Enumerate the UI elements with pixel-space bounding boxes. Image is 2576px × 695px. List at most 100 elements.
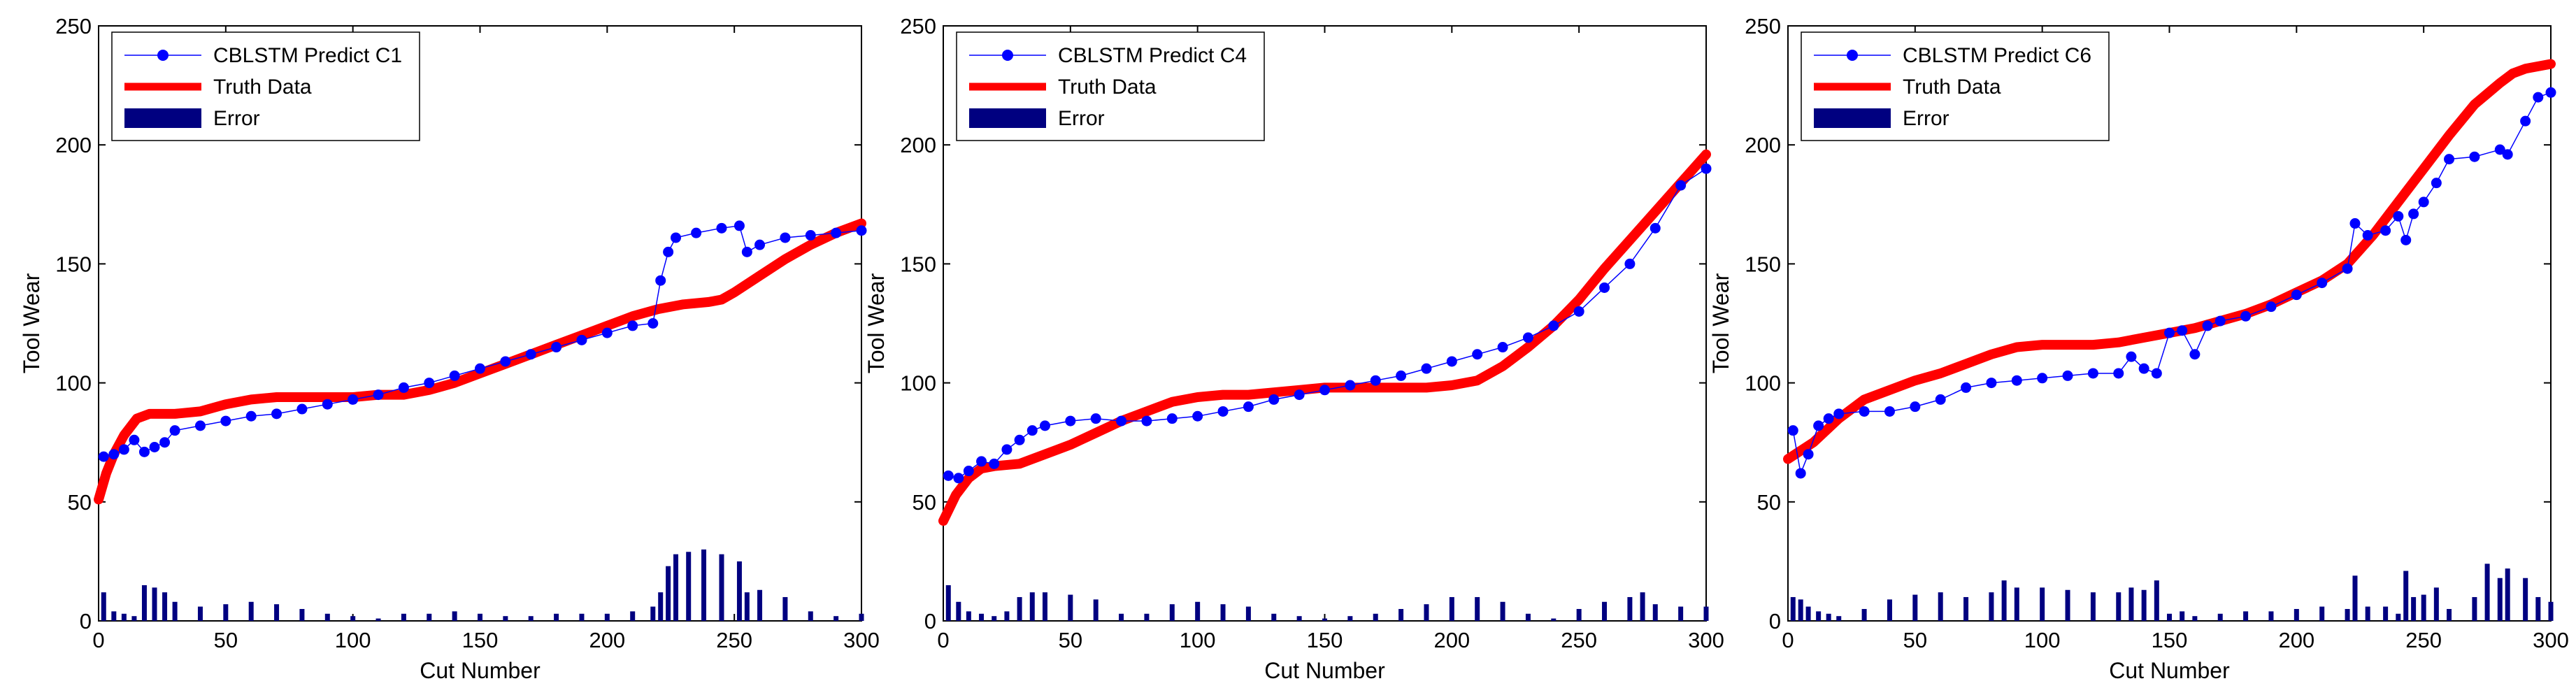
prediction-marker bbox=[671, 232, 682, 243]
prediction-marker bbox=[2362, 230, 2373, 241]
x-tick-label: 0 bbox=[1782, 628, 1794, 652]
y-tick-label: 100 bbox=[55, 371, 92, 396]
error-bar bbox=[808, 611, 813, 621]
error-bar bbox=[452, 611, 457, 621]
prediction-marker bbox=[1859, 406, 1870, 417]
error-bar bbox=[736, 561, 742, 621]
legend-swatch-error bbox=[124, 108, 201, 128]
x-tick-label: 100 bbox=[2024, 628, 2061, 652]
prediction-marker bbox=[1910, 401, 1921, 413]
error-bar bbox=[1322, 618, 1327, 621]
error-bar bbox=[658, 592, 664, 621]
x-tick-label: 150 bbox=[2152, 628, 2188, 652]
prediction-marker bbox=[2037, 373, 2048, 384]
prediction-marker bbox=[2393, 210, 2404, 222]
prediction-marker bbox=[856, 225, 867, 236]
error-bar bbox=[2180, 611, 2185, 621]
error-bar bbox=[528, 616, 534, 621]
error-bar bbox=[1475, 596, 1480, 621]
error-bar bbox=[1029, 592, 1035, 621]
prediction-marker bbox=[169, 425, 180, 436]
truth-data-line bbox=[94, 218, 866, 505]
x-tick-label: 300 bbox=[1688, 628, 1724, 652]
prediction-marker bbox=[2418, 196, 2429, 208]
error-bar bbox=[782, 596, 788, 621]
error-bar bbox=[1790, 596, 1796, 621]
error-bar bbox=[2319, 606, 2325, 621]
legend-swatch-error bbox=[969, 108, 1046, 128]
error-bar bbox=[2294, 608, 2299, 621]
error-bar bbox=[1963, 596, 1969, 621]
error-bar bbox=[2383, 606, 2389, 621]
prediction-marker bbox=[2342, 263, 2353, 274]
prediction-marker bbox=[1446, 356, 1457, 367]
x-axis-label: Cut Number bbox=[420, 658, 541, 683]
prediction-marker bbox=[1243, 401, 1254, 413]
error-bar bbox=[2128, 587, 2134, 621]
y-axis-label: Tool Wear bbox=[19, 273, 44, 373]
error-bar bbox=[1703, 606, 1709, 621]
error-bar bbox=[401, 613, 406, 621]
prediction-marker bbox=[663, 246, 674, 257]
error-bar bbox=[478, 613, 482, 621]
legend-swatch-prediction-marker bbox=[1847, 50, 1858, 61]
prediction-marker bbox=[1813, 420, 1824, 431]
prediction-marker bbox=[1001, 444, 1012, 455]
error-bar bbox=[1627, 596, 1633, 621]
y-tick-label: 50 bbox=[1757, 490, 1781, 515]
prediction-marker bbox=[1294, 389, 1305, 401]
x-tick-label: 300 bbox=[843, 628, 880, 652]
prediction-marker bbox=[194, 420, 206, 431]
error-bar bbox=[2352, 575, 2358, 621]
error-bar bbox=[2192, 616, 2198, 621]
prediction-marker bbox=[2408, 208, 2419, 220]
error-bar bbox=[1938, 592, 1943, 621]
error-bar bbox=[1525, 613, 1531, 621]
prediction-marker bbox=[1884, 406, 1895, 417]
prediction-marker bbox=[691, 227, 702, 238]
x-tick-label: 100 bbox=[335, 628, 371, 652]
error-bar bbox=[979, 613, 985, 621]
prediction-marker bbox=[118, 444, 129, 455]
x-tick-label: 50 bbox=[1059, 628, 1082, 652]
prediction-marker bbox=[398, 382, 409, 393]
prediction-marker bbox=[1675, 180, 1687, 191]
error-bar bbox=[686, 552, 692, 621]
prediction-marker bbox=[2113, 368, 2124, 379]
error-bar bbox=[554, 613, 559, 621]
error-bar bbox=[2116, 592, 2121, 621]
legend-swatch-prediction-marker bbox=[157, 50, 169, 61]
y-axis-label: Tool Wear bbox=[864, 273, 889, 373]
prediction-marker bbox=[647, 318, 659, 329]
error-bar bbox=[1678, 606, 1684, 621]
prediction-marker bbox=[2087, 368, 2098, 379]
legend-label: CBLSTM Predict C1 bbox=[213, 44, 402, 67]
prediction-marker bbox=[2545, 87, 2556, 98]
prediction-marker bbox=[734, 220, 745, 231]
error-bar bbox=[2217, 613, 2223, 621]
error-bar bbox=[1347, 616, 1353, 621]
prediction-marker bbox=[1268, 394, 1280, 405]
error-bar bbox=[2403, 571, 2409, 621]
error-bar bbox=[299, 608, 305, 621]
prediction-marker bbox=[1497, 342, 1508, 353]
legend-label: Error bbox=[1903, 107, 1949, 130]
error-bar bbox=[248, 601, 254, 621]
error-bar bbox=[2396, 613, 2401, 621]
error-bar bbox=[2497, 578, 2503, 621]
y-tick-label: 250 bbox=[55, 14, 92, 38]
error-bar bbox=[1449, 596, 1454, 621]
error-bar bbox=[1144, 613, 1150, 621]
error-bar bbox=[131, 616, 137, 621]
error-bar bbox=[650, 606, 656, 621]
prediction-marker bbox=[296, 403, 308, 415]
error-bar bbox=[1887, 599, 1892, 621]
prediction-marker bbox=[2011, 375, 2022, 386]
error-bar bbox=[1245, 606, 1251, 621]
error-bar bbox=[1805, 606, 1811, 621]
error-bar bbox=[1652, 604, 1658, 621]
x-tick-label: 50 bbox=[1903, 628, 1927, 652]
prediction-marker bbox=[2214, 315, 2226, 327]
prediction-marker bbox=[963, 466, 974, 477]
prediction-marker bbox=[2240, 310, 2252, 322]
